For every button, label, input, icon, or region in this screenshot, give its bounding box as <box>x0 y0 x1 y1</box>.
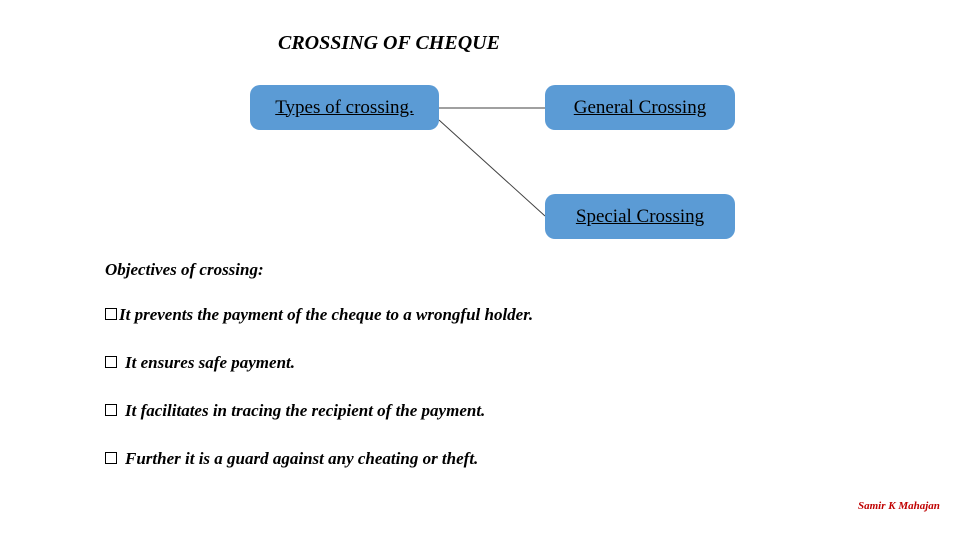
square-bullet-icon <box>105 404 117 416</box>
objective-text: It ensures safe payment. <box>125 353 295 373</box>
node-general: General Crossing <box>545 85 735 130</box>
node-special: Special Crossing <box>545 194 735 239</box>
square-bullet-icon <box>105 452 117 464</box>
edge-root-special <box>439 120 545 216</box>
node-root-label: Types of crossing. <box>275 97 414 119</box>
node-root: Types of crossing. <box>250 85 439 130</box>
objective-item-1: It ensures safe payment. <box>105 353 295 373</box>
objective-item-3: Further it is a guard against any cheati… <box>105 449 478 469</box>
objective-item-2: It facilitates in tracing the recipient … <box>105 401 485 421</box>
objectives-heading: Objectives of crossing: <box>105 260 264 280</box>
node-general-label: General Crossing <box>574 97 706 119</box>
objective-text: It prevents the payment of the cheque to… <box>119 305 533 325</box>
page-title: CROSSING OF CHEQUE <box>278 32 500 55</box>
square-bullet-icon <box>105 356 117 368</box>
objective-item-0: It prevents the payment of the cheque to… <box>105 305 533 325</box>
author-credit: Samir K Mahajan <box>858 500 940 512</box>
objective-text: Further it is a guard against any cheati… <box>125 449 478 469</box>
node-special-label: Special Crossing <box>576 206 704 228</box>
square-bullet-icon <box>105 308 117 320</box>
objective-text: It facilitates in tracing the recipient … <box>125 401 485 421</box>
